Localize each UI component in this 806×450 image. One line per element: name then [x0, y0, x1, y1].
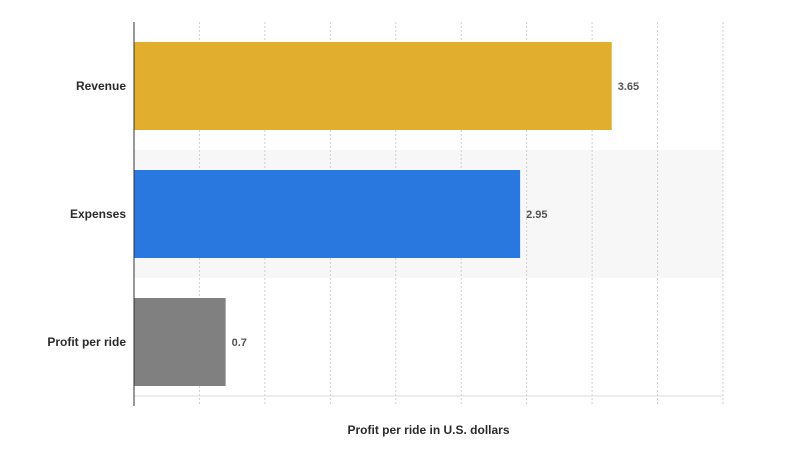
bar-profit-per-ride: [134, 298, 226, 386]
category-label: Expenses: [70, 207, 126, 221]
category-labels: Revenue Expenses Profit per ride: [47, 79, 126, 349]
x-axis-title: Profit per ride in U.S. dollars: [347, 423, 509, 437]
category-label: Revenue: [76, 79, 126, 93]
value-label: 0.7: [232, 337, 247, 349]
value-label: 3.65: [618, 81, 639, 93]
bar-revenue: [134, 42, 612, 130]
category-label: Profit per ride: [47, 335, 126, 349]
bar-expenses: [134, 170, 521, 258]
value-labels: 3.65 2.95 0.7: [232, 81, 640, 349]
bars: [134, 42, 612, 386]
value-label: 2.95: [526, 209, 547, 221]
